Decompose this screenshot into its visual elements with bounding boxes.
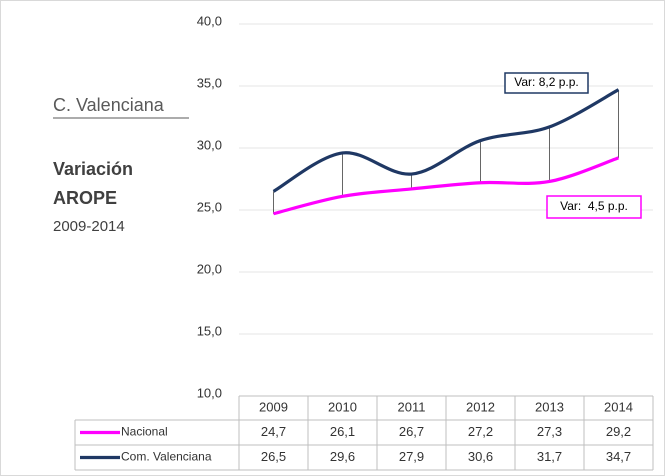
- annotation: Var: 8,2 p.p.: [514, 75, 578, 89]
- x-tick-label: 2014: [604, 399, 633, 414]
- table-value: 31,7: [537, 449, 562, 464]
- x-tick-label: 2012: [466, 399, 495, 414]
- heading: Variación: [53, 159, 133, 179]
- table-value: 29,2: [606, 424, 631, 439]
- table-value: 30,6: [468, 449, 493, 464]
- series-line: [272, 88, 620, 193]
- table-value: 26,5: [261, 449, 286, 464]
- table-value: 26,1: [330, 424, 355, 439]
- table-value: 27,3: [537, 424, 562, 439]
- annotation-box: [504, 72, 589, 94]
- y-tick-label: 20,0: [197, 261, 222, 276]
- y-tick-label: 40,0: [197, 13, 222, 28]
- y-tick-label: 30,0: [197, 137, 222, 152]
- table-value: 27,9: [399, 449, 424, 464]
- table-value: 27,2: [468, 424, 493, 439]
- heading: AROPE: [53, 188, 117, 208]
- series-line: [273, 156, 620, 216]
- y-tick-label: 25,0: [197, 199, 222, 214]
- x-tick-label: 2010: [328, 399, 357, 414]
- x-tick-label: 2013: [535, 399, 564, 414]
- x-tick-label: 2011: [398, 399, 426, 414]
- y-tick-label: 35,0: [197, 75, 222, 90]
- legend-label: Com. Valenciana: [121, 450, 212, 464]
- x-tick-label: 2009: [259, 399, 288, 414]
- table-value: 24,7: [261, 424, 286, 439]
- annotation-box: [546, 195, 642, 219]
- table-value: 26,7: [399, 424, 424, 439]
- legend-label: Nacional: [121, 425, 168, 439]
- table-value: 29,6: [330, 449, 355, 464]
- period: 2009-2014: [53, 218, 125, 235]
- sidebar-title: C. Valenciana: [53, 95, 165, 115]
- annotation: Var: 4,5 p.p.: [560, 199, 628, 213]
- y-tick-label: 15,0: [197, 323, 222, 338]
- table-value: 34,7: [606, 449, 631, 464]
- y-tick-label: 10,0: [197, 385, 222, 400]
